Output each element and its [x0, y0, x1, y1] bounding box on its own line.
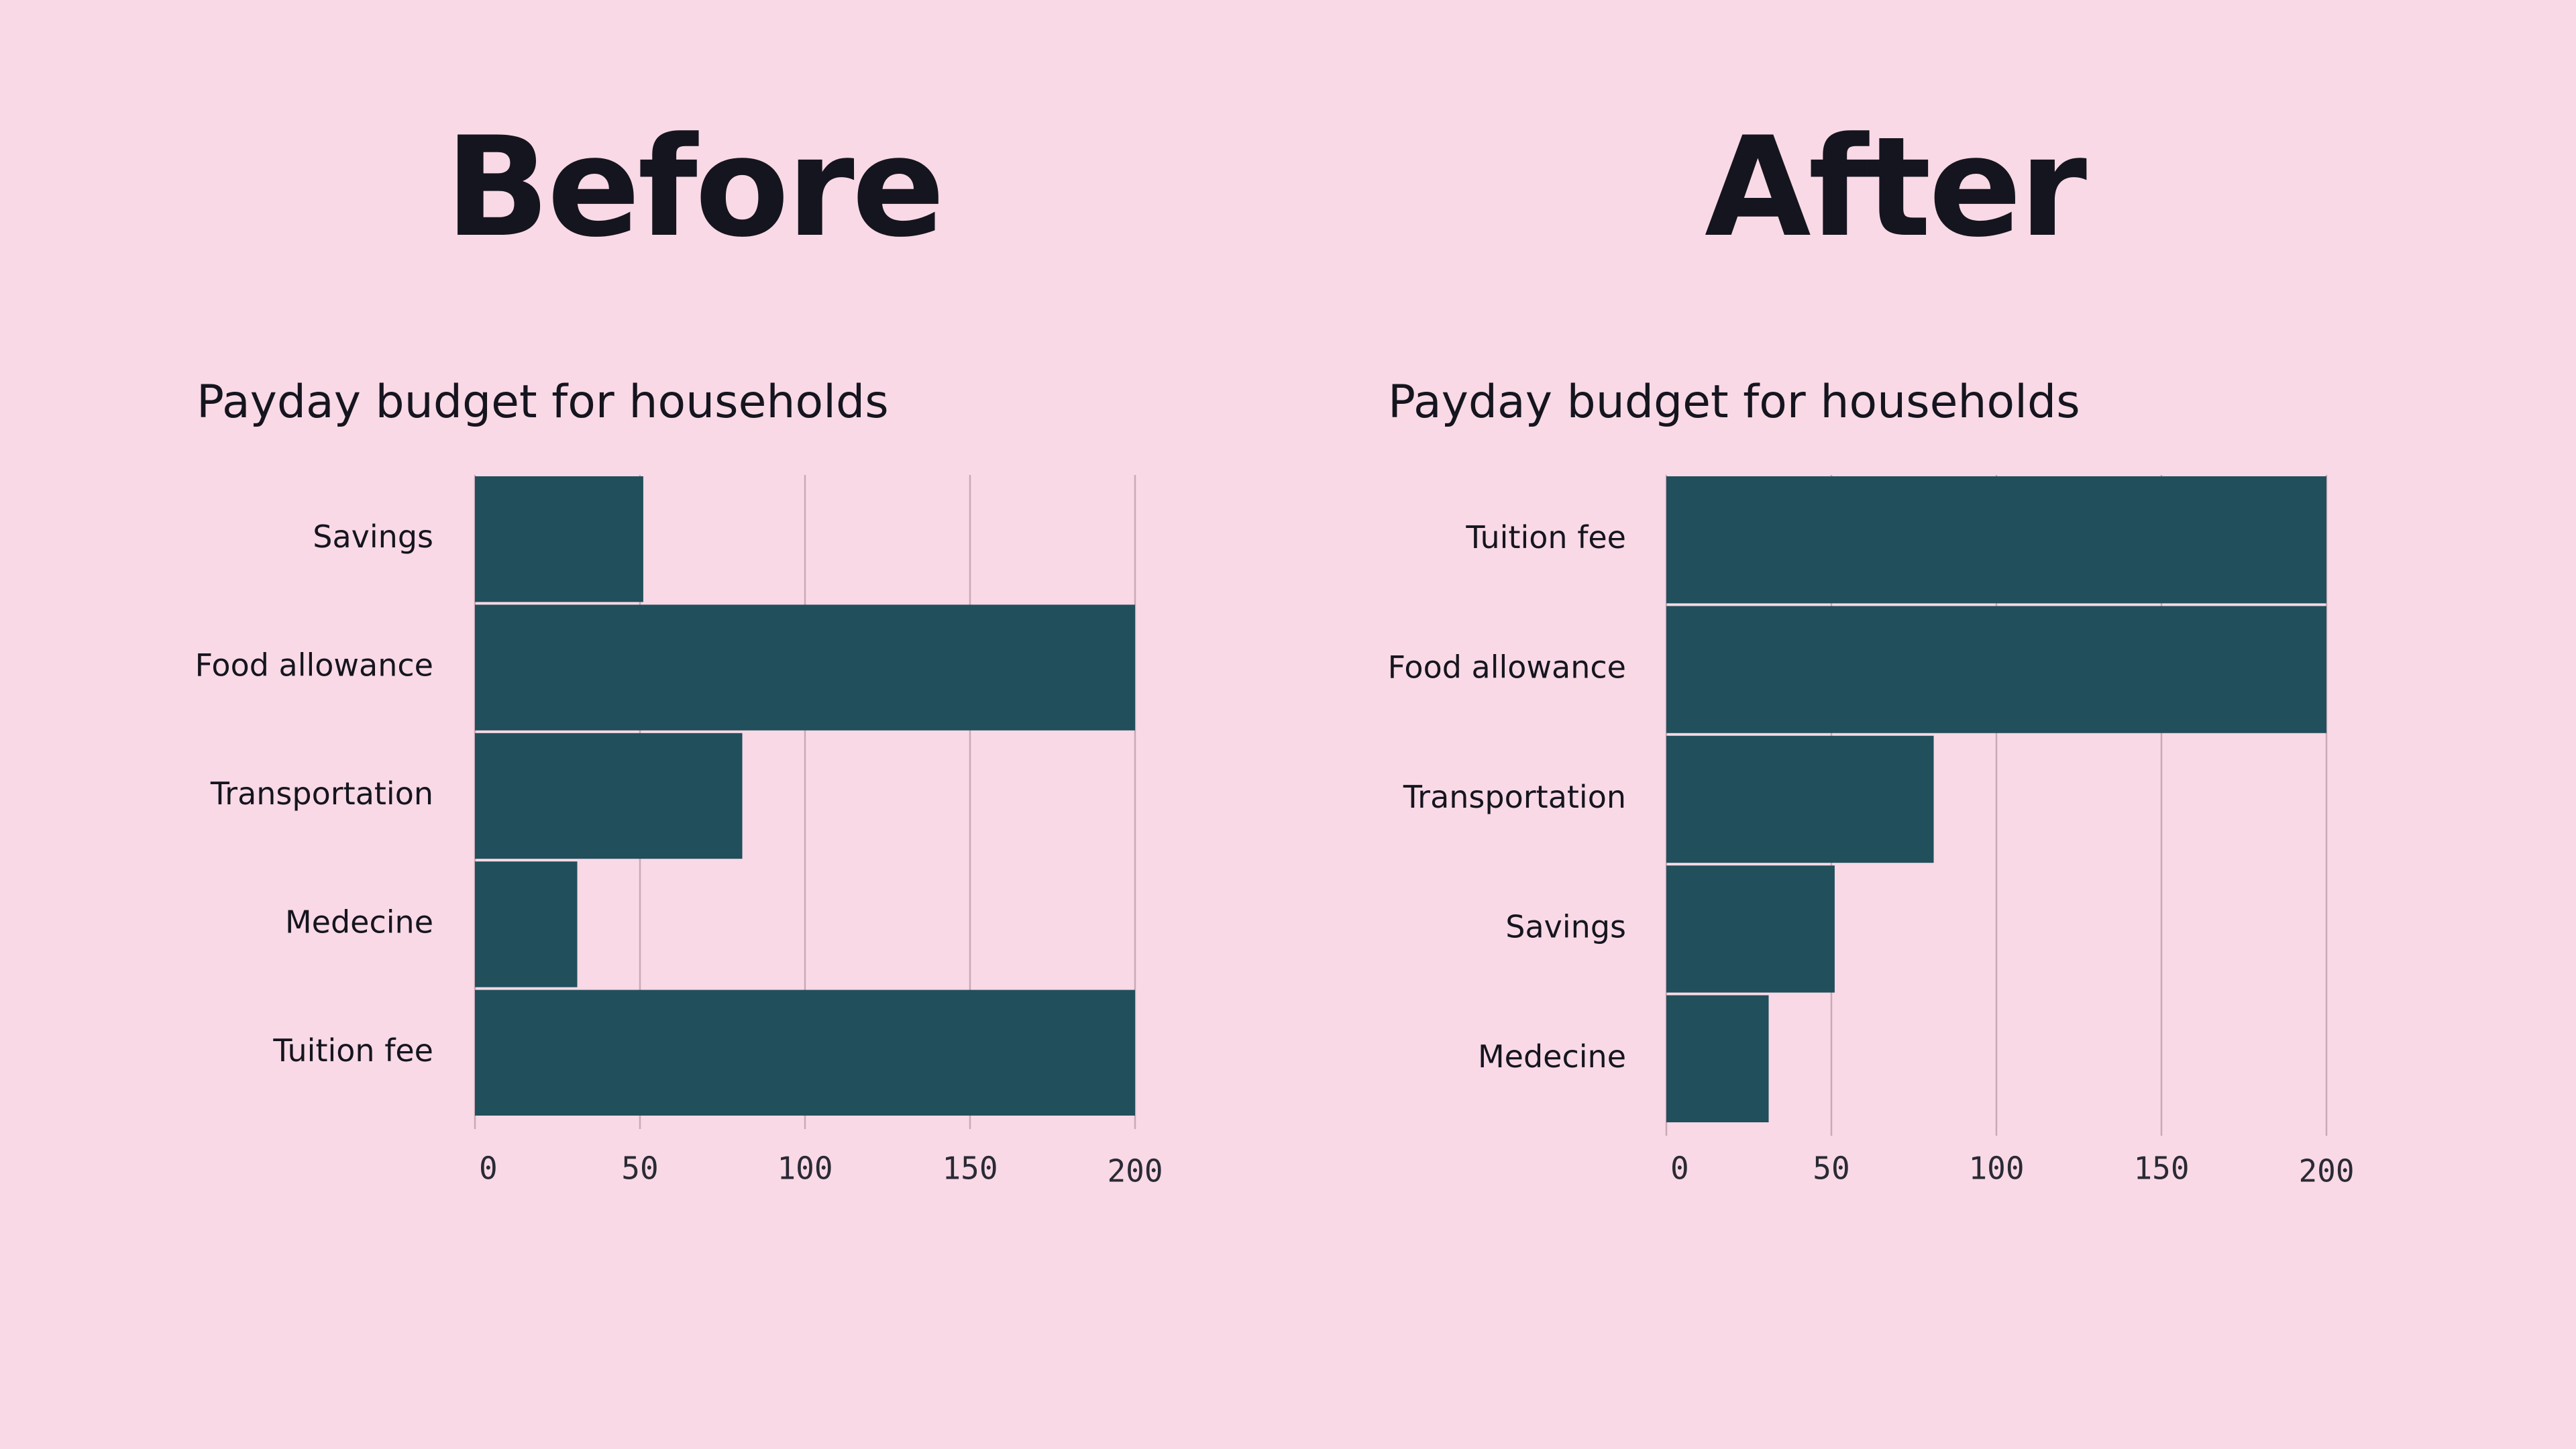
before-heading: Before: [445, 108, 945, 268]
before-tick-label-3: 150: [942, 1150, 998, 1187]
after-category-label-1: Food allowance: [1388, 649, 1626, 686]
after-category-label-2: Transportation: [1403, 779, 1626, 815]
after-bar-4: [1666, 995, 1769, 1122]
after-category-label-4: Medecine: [1478, 1038, 1626, 1075]
before-bar-4: [475, 989, 1135, 1116]
after-category-label-0: Tuition fee: [1465, 519, 1626, 555]
before-tick-label-0: 0: [479, 1150, 498, 1187]
after-bar-0: [1666, 476, 2326, 604]
after-tick-label-3: 150: [2133, 1150, 2189, 1187]
after-tick-label-4: 200: [2298, 1153, 2354, 1189]
after-bar-3: [1666, 865, 1835, 993]
before-bar-2: [475, 733, 743, 859]
after-bar-1: [1666, 606, 2326, 733]
after-category-label-3: Savings: [1505, 908, 1626, 945]
after-tick-label-1: 50: [1813, 1150, 1849, 1187]
before-bar-3: [475, 861, 578, 987]
after-tick-label-0: 0: [1670, 1150, 1689, 1187]
before-bar-chart: Savings Food allowance Transportation Medec…: [195, 475, 1163, 1189]
before-tick-label-4: 200: [1107, 1153, 1163, 1189]
after-bar-chart: Tuition fee Food allowance Transportation S…: [1388, 475, 2355, 1189]
before-category-label-1: Food allowance: [195, 647, 433, 684]
before-category-label-4: Tuition fee: [272, 1032, 433, 1069]
before-tick-label-1: 50: [621, 1150, 658, 1187]
before-tick-label-2: 100: [777, 1150, 833, 1187]
before-category-label-2: Transportation: [210, 775, 433, 812]
before-chart-title: Payday budget for households: [197, 376, 889, 429]
after-heading: After: [1705, 108, 2087, 268]
before-category-label-3: Medecine: [285, 904, 433, 940]
after-chart-title: Payday budget for households: [1388, 376, 2080, 429]
before-bar-1: [475, 604, 1135, 731]
before-category-label-0: Savings: [313, 519, 433, 555]
before-bar-0: [475, 476, 643, 602]
after-bar-2: [1666, 735, 1934, 863]
after-tick-label-2: 100: [1968, 1150, 2024, 1187]
